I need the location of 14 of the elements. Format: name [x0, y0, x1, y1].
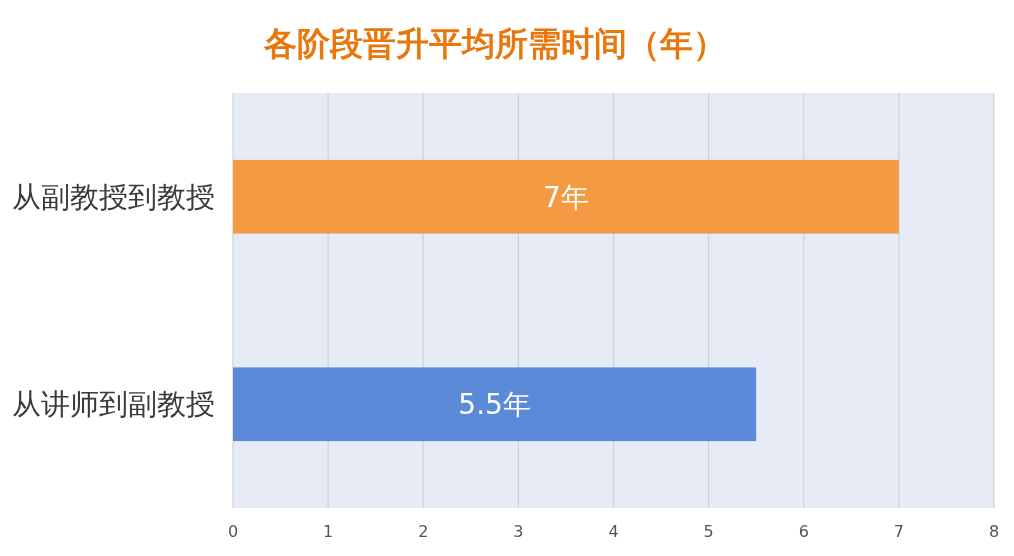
data-label: 5.5年 [458, 388, 531, 422]
x-tick-label: 7 [893, 522, 904, 541]
x-tick-label: 2 [418, 522, 429, 541]
data-label: 7年 [543, 180, 589, 214]
y-tick-label: 从讲师到副教授 [12, 387, 215, 422]
x-tick-label: 1 [323, 522, 334, 541]
x-tick-label: 6 [798, 522, 809, 541]
x-tick-label: 5 [703, 522, 714, 541]
x-tick-label: 4 [608, 522, 619, 541]
x-tick-label: 3 [513, 522, 524, 541]
x-tick-label: 0 [227, 522, 239, 541]
y-tick-label: 从副教授到教授 [12, 179, 215, 214]
title: 各阶段晋升平均所需时间（年） [264, 24, 726, 63]
x-tick-label: 8 [988, 522, 1000, 541]
